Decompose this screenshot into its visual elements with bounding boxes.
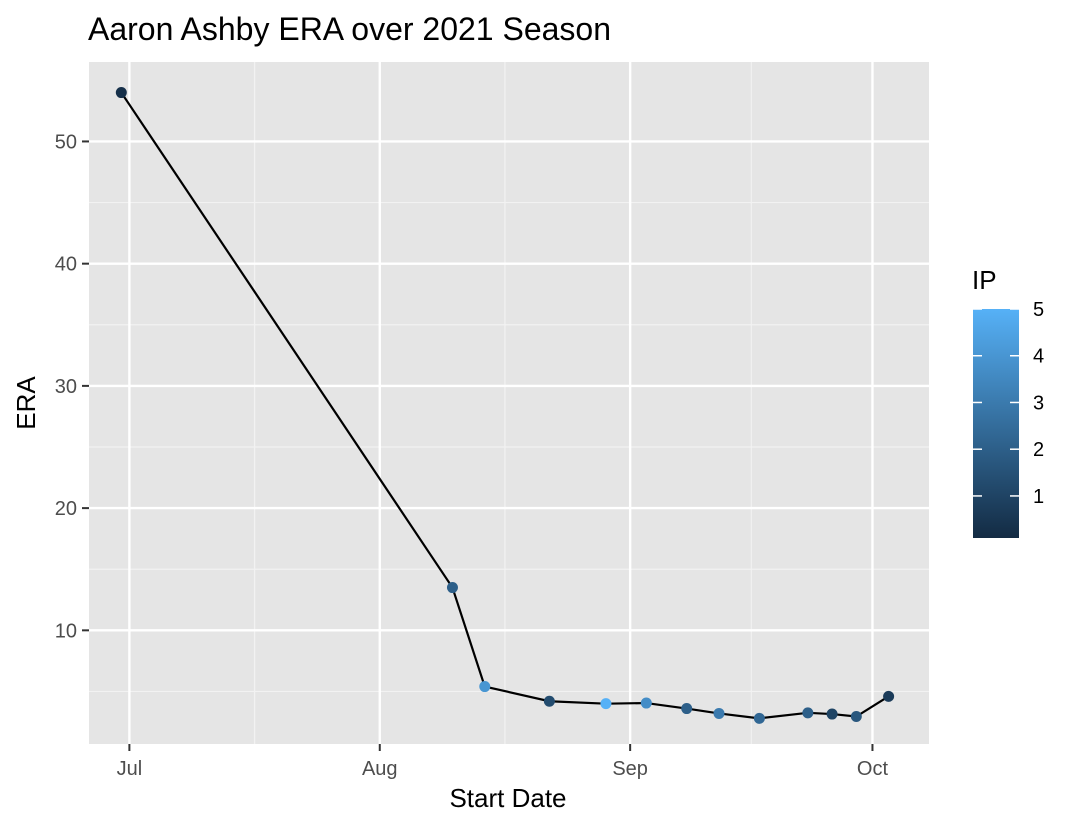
era-point (446, 582, 458, 594)
legend-tick-label: 2 (1033, 439, 1044, 461)
legend-tick-label: 5 (1033, 299, 1044, 321)
x-tick-label: Jul (117, 758, 143, 780)
era-point (826, 708, 838, 720)
era-point (850, 711, 862, 722)
era-point (802, 707, 814, 719)
x-axis-title: Start Date (449, 783, 566, 813)
legend-tick-label: 1 (1033, 486, 1044, 508)
y-tick-label: 10 (55, 620, 77, 642)
legend-tick-label: 4 (1033, 346, 1044, 368)
chart-title: Aaron Ashby ERA over 2021 Season (88, 11, 611, 47)
x-tick-labels: Jul Aug Sep Oct (117, 758, 889, 780)
legend-colorbar (973, 309, 1019, 538)
era-point (115, 87, 127, 99)
x-tick-label: Aug (362, 758, 398, 780)
legend-ticks: 1 2 3 4 5 (973, 299, 1044, 508)
major-gridlines (89, 62, 929, 744)
x-tick-label: Sep (612, 758, 648, 780)
era-data-points (115, 87, 895, 724)
ip-legend: IP 1 2 3 4 5 (972, 265, 1044, 538)
legend-title: IP (972, 265, 997, 295)
legend-tick-label: 3 (1033, 392, 1044, 414)
era-point (883, 690, 895, 702)
y-tick-labels: 10 20 30 40 50 (55, 131, 77, 642)
axis-ticks (82, 140, 874, 751)
y-tick-label: 50 (55, 131, 77, 153)
era-point (753, 712, 765, 724)
y-axis-title: ERA (11, 376, 41, 430)
era-point (600, 698, 612, 710)
x-tick-label: Oct (857, 758, 889, 780)
plot-panel (89, 62, 929, 744)
era-point (681, 703, 693, 715)
y-tick-label: 20 (55, 498, 77, 520)
era-point (713, 707, 725, 719)
y-tick-label: 30 (55, 376, 77, 398)
era-point (543, 695, 555, 707)
era-point (479, 681, 491, 693)
y-tick-label: 40 (55, 254, 77, 276)
era-point (640, 697, 652, 709)
